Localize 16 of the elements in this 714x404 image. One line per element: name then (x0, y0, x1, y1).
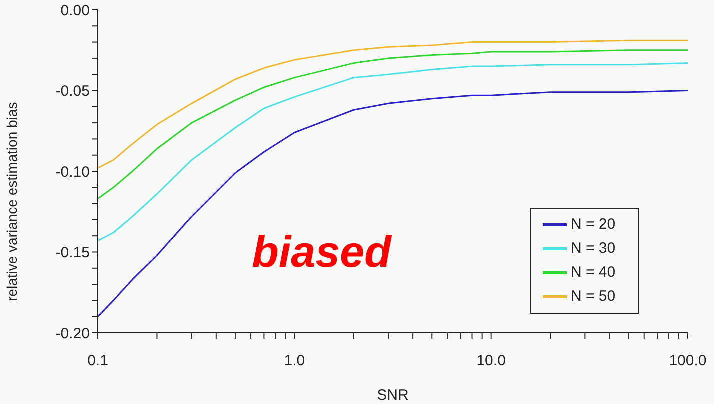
y-axis-title: relative variance estimation bias (4, 102, 20, 302)
y-tick-label: -0.15 (56, 244, 90, 262)
legend-label: N = 50 (571, 288, 616, 305)
x-tick-label: 1.0 (284, 352, 306, 370)
legend-label: N = 30 (571, 240, 616, 257)
x-axis-title: SNR (377, 387, 409, 404)
x-tick-label: 0.1 (88, 352, 108, 370)
x-tick-label: 100.0 (669, 352, 707, 370)
annotation: biased (252, 228, 392, 278)
legend-label: N = 20 (571, 216, 616, 233)
x-tick-label: 10.0 (476, 352, 506, 370)
y-tick-label: 0.00 (60, 2, 90, 20)
y-tick-label: -0.05 (56, 83, 90, 100)
y-tick-label: -0.10 (56, 164, 90, 181)
y-tick-label: -0.20 (56, 325, 90, 342)
legend-label: N = 40 (571, 264, 616, 281)
